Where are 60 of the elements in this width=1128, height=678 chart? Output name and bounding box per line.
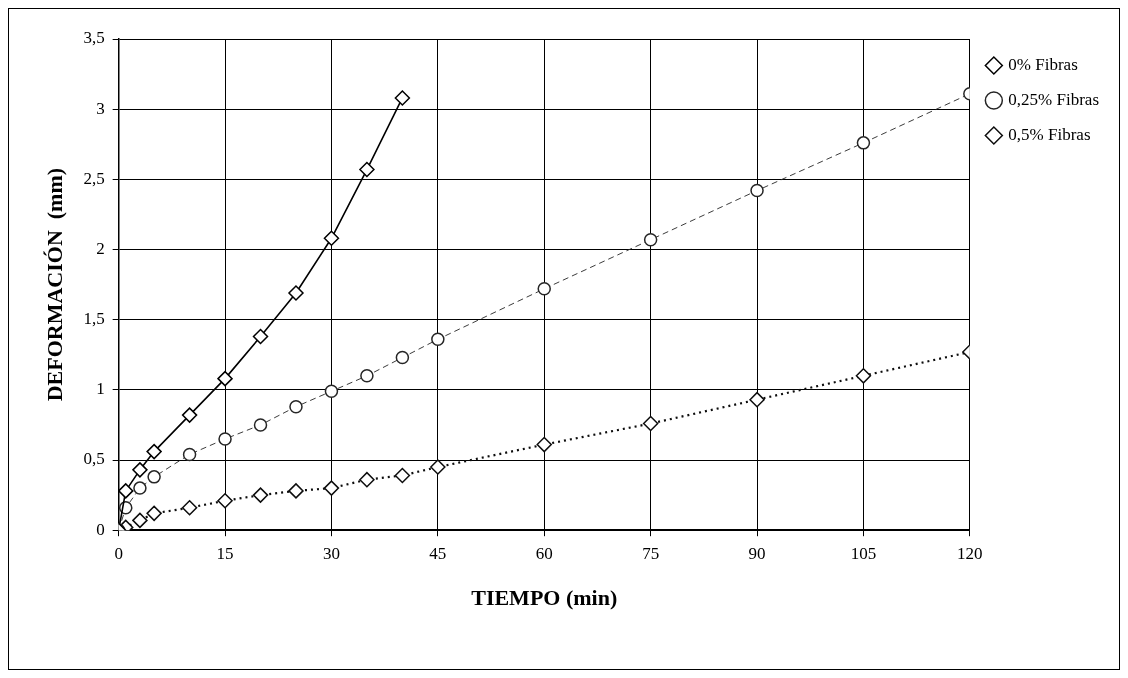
point	[360, 369, 374, 383]
point	[218, 432, 232, 446]
x-axis-title: TIEMPO (min)	[471, 585, 618, 611]
x-tick-label: 90	[748, 543, 766, 563]
legend-label: 0,5% Fibras	[1008, 124, 1091, 144]
point	[182, 447, 197, 462]
y-tick-label: 3	[96, 98, 105, 118]
x-tick-label: 75	[642, 543, 660, 563]
point	[146, 443, 162, 460]
point	[642, 415, 659, 432]
point	[394, 90, 411, 106]
point	[431, 332, 445, 347]
point	[359, 161, 375, 178]
point	[394, 467, 411, 484]
x-tick-label: 120	[957, 543, 983, 563]
point	[217, 492, 233, 509]
point	[147, 470, 161, 484]
point	[324, 384, 339, 399]
point	[132, 462, 148, 478]
x-tick-label: 15	[216, 543, 234, 563]
point	[289, 399, 303, 414]
x-tick-label: 0	[114, 543, 123, 563]
point	[323, 230, 340, 247]
point	[856, 136, 871, 150]
point	[749, 391, 765, 408]
x-tick-label: 60	[535, 543, 553, 563]
point	[217, 370, 233, 387]
x-tick-label: 105	[850, 543, 877, 563]
point	[643, 232, 658, 247]
y-tick-label: 1	[96, 379, 105, 399]
legend-label: 0% Fibras	[1008, 54, 1078, 74]
point	[395, 350, 410, 365]
point	[132, 512, 148, 529]
point	[537, 282, 551, 296]
point	[750, 183, 764, 198]
point	[253, 418, 268, 432]
point	[133, 481, 147, 495]
point	[323, 480, 340, 496]
point	[288, 483, 304, 499]
y-tick-label: 2,5	[83, 168, 105, 188]
point	[118, 483, 134, 499]
point	[536, 436, 552, 453]
point	[430, 459, 446, 475]
y-tick-label: 0	[96, 519, 105, 539]
point	[181, 500, 198, 516]
point	[855, 368, 872, 384]
y-tick-label: 3,5	[83, 28, 105, 48]
y-tick-label: 0,5	[83, 449, 105, 469]
point	[359, 471, 375, 488]
x-tick-label: 45	[429, 543, 447, 563]
point	[146, 505, 162, 522]
x-tick-label: 30	[322, 543, 340, 563]
point	[288, 285, 304, 301]
point	[252, 328, 269, 345]
point	[252, 487, 269, 503]
point	[181, 407, 198, 423]
legend-label: 0,25% Fibras	[1008, 89, 1100, 109]
y-axis-title: DEFORMACIÓN (mm)	[41, 167, 67, 402]
y-tick-label: 2	[96, 238, 105, 258]
y-tick-label: 1,5	[83, 309, 105, 329]
